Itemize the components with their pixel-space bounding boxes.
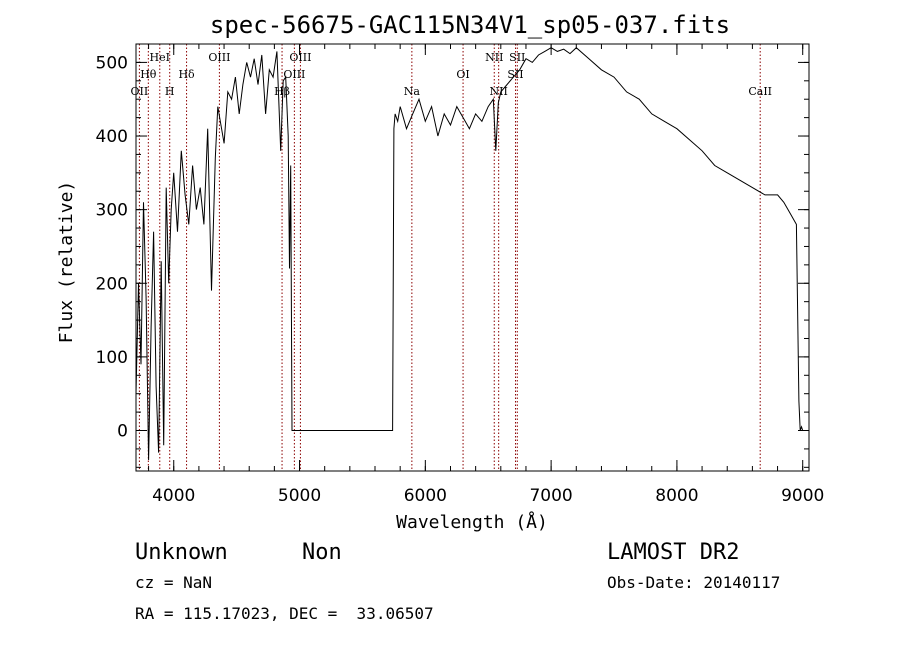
survey-name: LAMOST DR2 xyxy=(607,540,739,565)
y-tick-label: 100 xyxy=(96,348,128,368)
emission-line-label: NII xyxy=(490,85,508,98)
object-class: Unknown xyxy=(135,540,228,565)
y-axis-label: Flux (relative) xyxy=(56,181,77,344)
y-tick-label: 0 xyxy=(117,422,128,442)
plot-frame xyxy=(135,43,810,472)
x-tick-label: 8000 xyxy=(655,486,698,506)
emission-line-label: HeI xyxy=(150,51,170,64)
x-tick-label: 6000 xyxy=(404,486,447,506)
emission-line-label: OIII xyxy=(208,51,230,64)
chart-title: spec-56675-GAC115N34V1_sp05-037.fits xyxy=(210,11,730,39)
emission-line-label: SII xyxy=(509,51,525,64)
emission-line-label: Hδ xyxy=(178,68,195,81)
emission-line-label: H xyxy=(165,85,175,98)
coordinates: RA = 115.17023, DEC = 33.06507 xyxy=(135,604,434,623)
y-tick-label: 300 xyxy=(96,201,128,221)
object-subclass: Non xyxy=(302,540,342,565)
x-tick-label: 5000 xyxy=(278,486,321,506)
observation-date: Obs-Date: 20140117 xyxy=(607,573,780,592)
emission-line-label: CaII xyxy=(748,85,772,98)
x-tick-label: 7000 xyxy=(529,486,572,506)
spectrum-line xyxy=(135,47,804,461)
emission-line-label: OI xyxy=(456,68,469,81)
plot-area: OIIHθHeIHHδOIIIHβOIIIOIIINaOINIINIISIISI… xyxy=(96,43,824,506)
emission-line-label: Hθ xyxy=(140,68,157,81)
y-tick-label: 500 xyxy=(96,53,128,73)
emission-line-label: OIII xyxy=(283,68,305,81)
emission-line-label: Na xyxy=(404,85,421,98)
redshift-cz: cz = NaN xyxy=(135,573,212,592)
emission-line-label: OII xyxy=(131,85,149,98)
x-tick-label: 4000 xyxy=(152,486,195,506)
x-axis-label: Wavelength (Å) xyxy=(396,511,548,533)
emission-line-label: NII xyxy=(485,51,503,64)
y-tick-label: 400 xyxy=(96,127,128,147)
emission-line-label: OIII xyxy=(289,51,311,64)
emission-line-label: Hβ xyxy=(274,85,290,98)
x-tick-label: 9000 xyxy=(781,486,824,506)
y-tick-label: 200 xyxy=(96,274,128,294)
